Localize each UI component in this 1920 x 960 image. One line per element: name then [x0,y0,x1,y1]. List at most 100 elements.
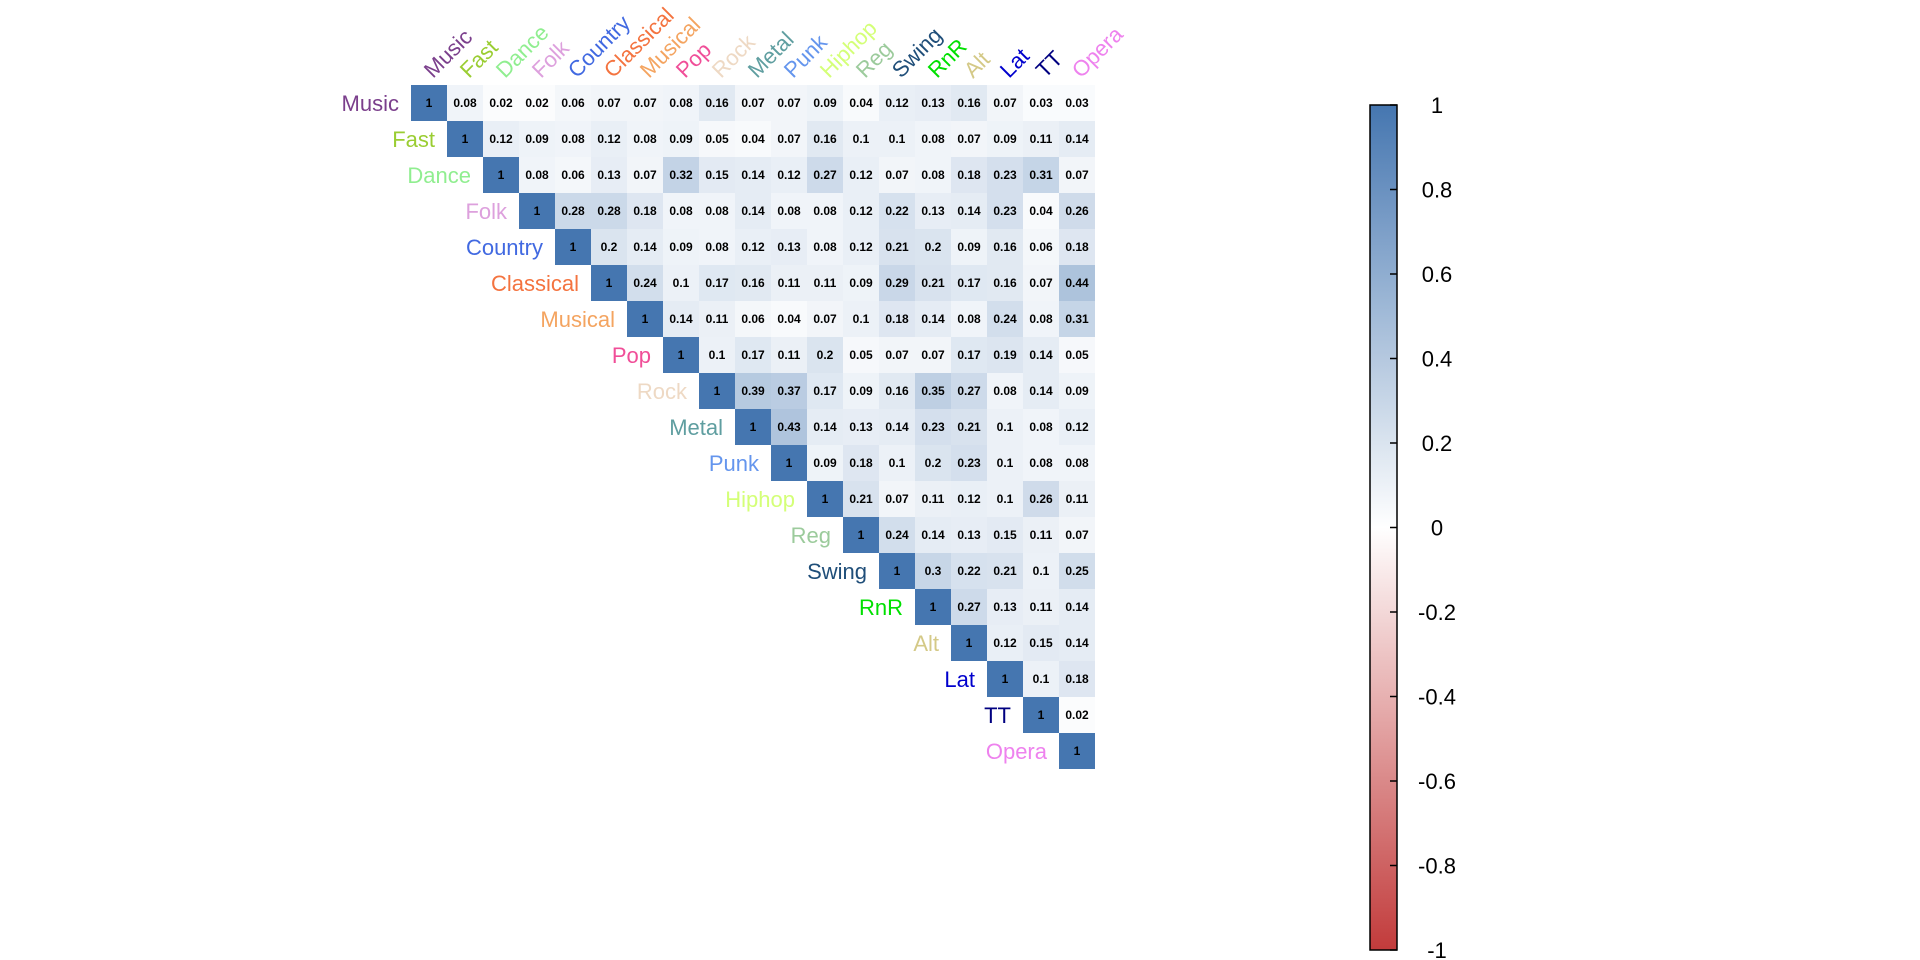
cell-fast-musical [627,121,663,157]
cell-value-label: 0.14 [633,240,657,254]
cell-fast-rock [699,121,735,157]
cell-pop-lat [987,337,1023,373]
cell-dance-rnr [915,157,951,193]
column-label-lat: Lat [995,43,1034,82]
cell-value-label: 0.21 [885,240,909,254]
cell-value-label: 0.44 [1065,276,1089,290]
cell-country-reg [843,229,879,265]
cell-value-label: 0.13 [921,96,945,110]
cell-rnr-rnr [915,589,951,625]
cell-value-label: 0.21 [849,492,873,506]
cell-value-label: 1 [642,312,649,326]
cell-value-label: 0.13 [597,168,621,182]
cell-pop-pop [663,337,699,373]
cell-hiphop-hiphop [807,481,843,517]
cell-folk-reg [843,193,879,229]
cell-value-label: 0.07 [957,132,981,146]
cell-rock-lat [987,373,1023,409]
cell-value-label: 0.17 [957,348,981,362]
color-legend-tick-label: -1 [1427,938,1447,960]
cell-value-label: 1 [570,240,577,254]
cell-value-label: 0.05 [849,348,873,362]
cell-folk-punk [771,193,807,229]
cell-value-label: 0.17 [957,276,981,290]
cell-value-label: 0.09 [957,240,981,254]
cell-value-label: 0.32 [669,168,693,182]
cell-value-label: 0.16 [993,276,1017,290]
cell-value-label: 0.14 [741,204,765,218]
cell-rock-alt [951,373,987,409]
cell-hiphop-lat [987,481,1023,517]
cell-rock-rnr [915,373,951,409]
row-label-music: Music [342,91,399,116]
cell-value-label: 1 [1038,708,1045,722]
cell-value-label: 1 [462,132,469,146]
cell-music-hiphop [807,85,843,121]
cell-value-label: 0.1 [673,276,690,290]
cell-value-label: 1 [534,204,541,218]
cell-dance-alt [951,157,987,193]
cell-value-label: 0.12 [1065,420,1089,434]
cell-value-label: 0.07 [777,96,801,110]
cell-metal-rnr [915,409,951,445]
cell-country-lat [987,229,1023,265]
cell-music-swing [879,85,915,121]
cell-value-label: 1 [678,348,685,362]
cell-value-label: 0.09 [849,384,873,398]
cell-classical-rock [699,265,735,301]
cell-value-label: 0.21 [957,420,981,434]
cell-rock-metal [735,373,771,409]
cell-folk-musical [627,193,663,229]
cell-dance-country [555,157,591,193]
cell-value-label: 0.08 [1029,312,1053,326]
cell-musical-pop [663,301,699,337]
cell-dance-musical [627,157,663,193]
matrix-cells: 1 0.08 0.02 0.02 0.06 0.07 0.07 0.08 0.16 0.07 0.0… [411,85,1095,769]
cell-value-label: 0.13 [849,420,873,434]
cell-reg-swing [879,517,915,553]
cell-value-label: 0.16 [741,276,765,290]
cell-value-label: 0.12 [777,168,801,182]
cell-hiphop-opera [1059,481,1095,517]
cell-value-label: 0.12 [489,132,513,146]
cell-value-label: 0.09 [849,276,873,290]
cell-musical-reg [843,301,879,337]
cell-value-label: 0.14 [1065,132,1089,146]
cell-value-label: 0.04 [1029,204,1053,218]
cell-value-label: 0.35 [921,384,945,398]
cell-value-label: 0.14 [921,312,945,326]
cell-pop-alt [951,337,987,373]
cell-classical-lat [987,265,1023,301]
color-legend-tick-label: -0.4 [1418,685,1456,710]
cell-value-label: 0.02 [525,96,549,110]
cell-music-metal [735,85,771,121]
cell-dance-pop [663,157,699,193]
row-label-rock: Rock [637,379,688,404]
cell-value-label: 0.07 [741,96,765,110]
cell-fast-pop [663,121,699,157]
cell-classical-alt [951,265,987,301]
cell-value-label: 0.15 [705,168,729,182]
cell-pop-reg [843,337,879,373]
cell-value-label: 0.12 [993,636,1017,650]
cell-value-label: 0.28 [561,204,585,218]
cell-value-label: 1 [786,456,793,470]
cell-value-label: 0.14 [1065,636,1089,650]
cell-value-label: 0.08 [813,204,837,218]
cell-value-label: 0.08 [525,168,549,182]
cell-country-country [555,229,591,265]
cell-classical-tt [1023,265,1059,301]
cell-folk-country [555,193,591,229]
cell-value-label: 0.43 [777,420,801,434]
cell-fast-folk [519,121,555,157]
cell-hiphop-rnr [915,481,951,517]
cell-musical-opera [1059,301,1095,337]
cell-classical-swing [879,265,915,301]
cell-value-label: 0.08 [1065,456,1089,470]
cell-value-label: 0.1 [997,420,1014,434]
row-label-dance: Dance [407,163,471,188]
cell-country-metal [735,229,771,265]
row-label-fast: Fast [392,127,435,152]
cell-value-label: 0.24 [885,528,909,542]
cell-value-label: 0.16 [957,96,981,110]
